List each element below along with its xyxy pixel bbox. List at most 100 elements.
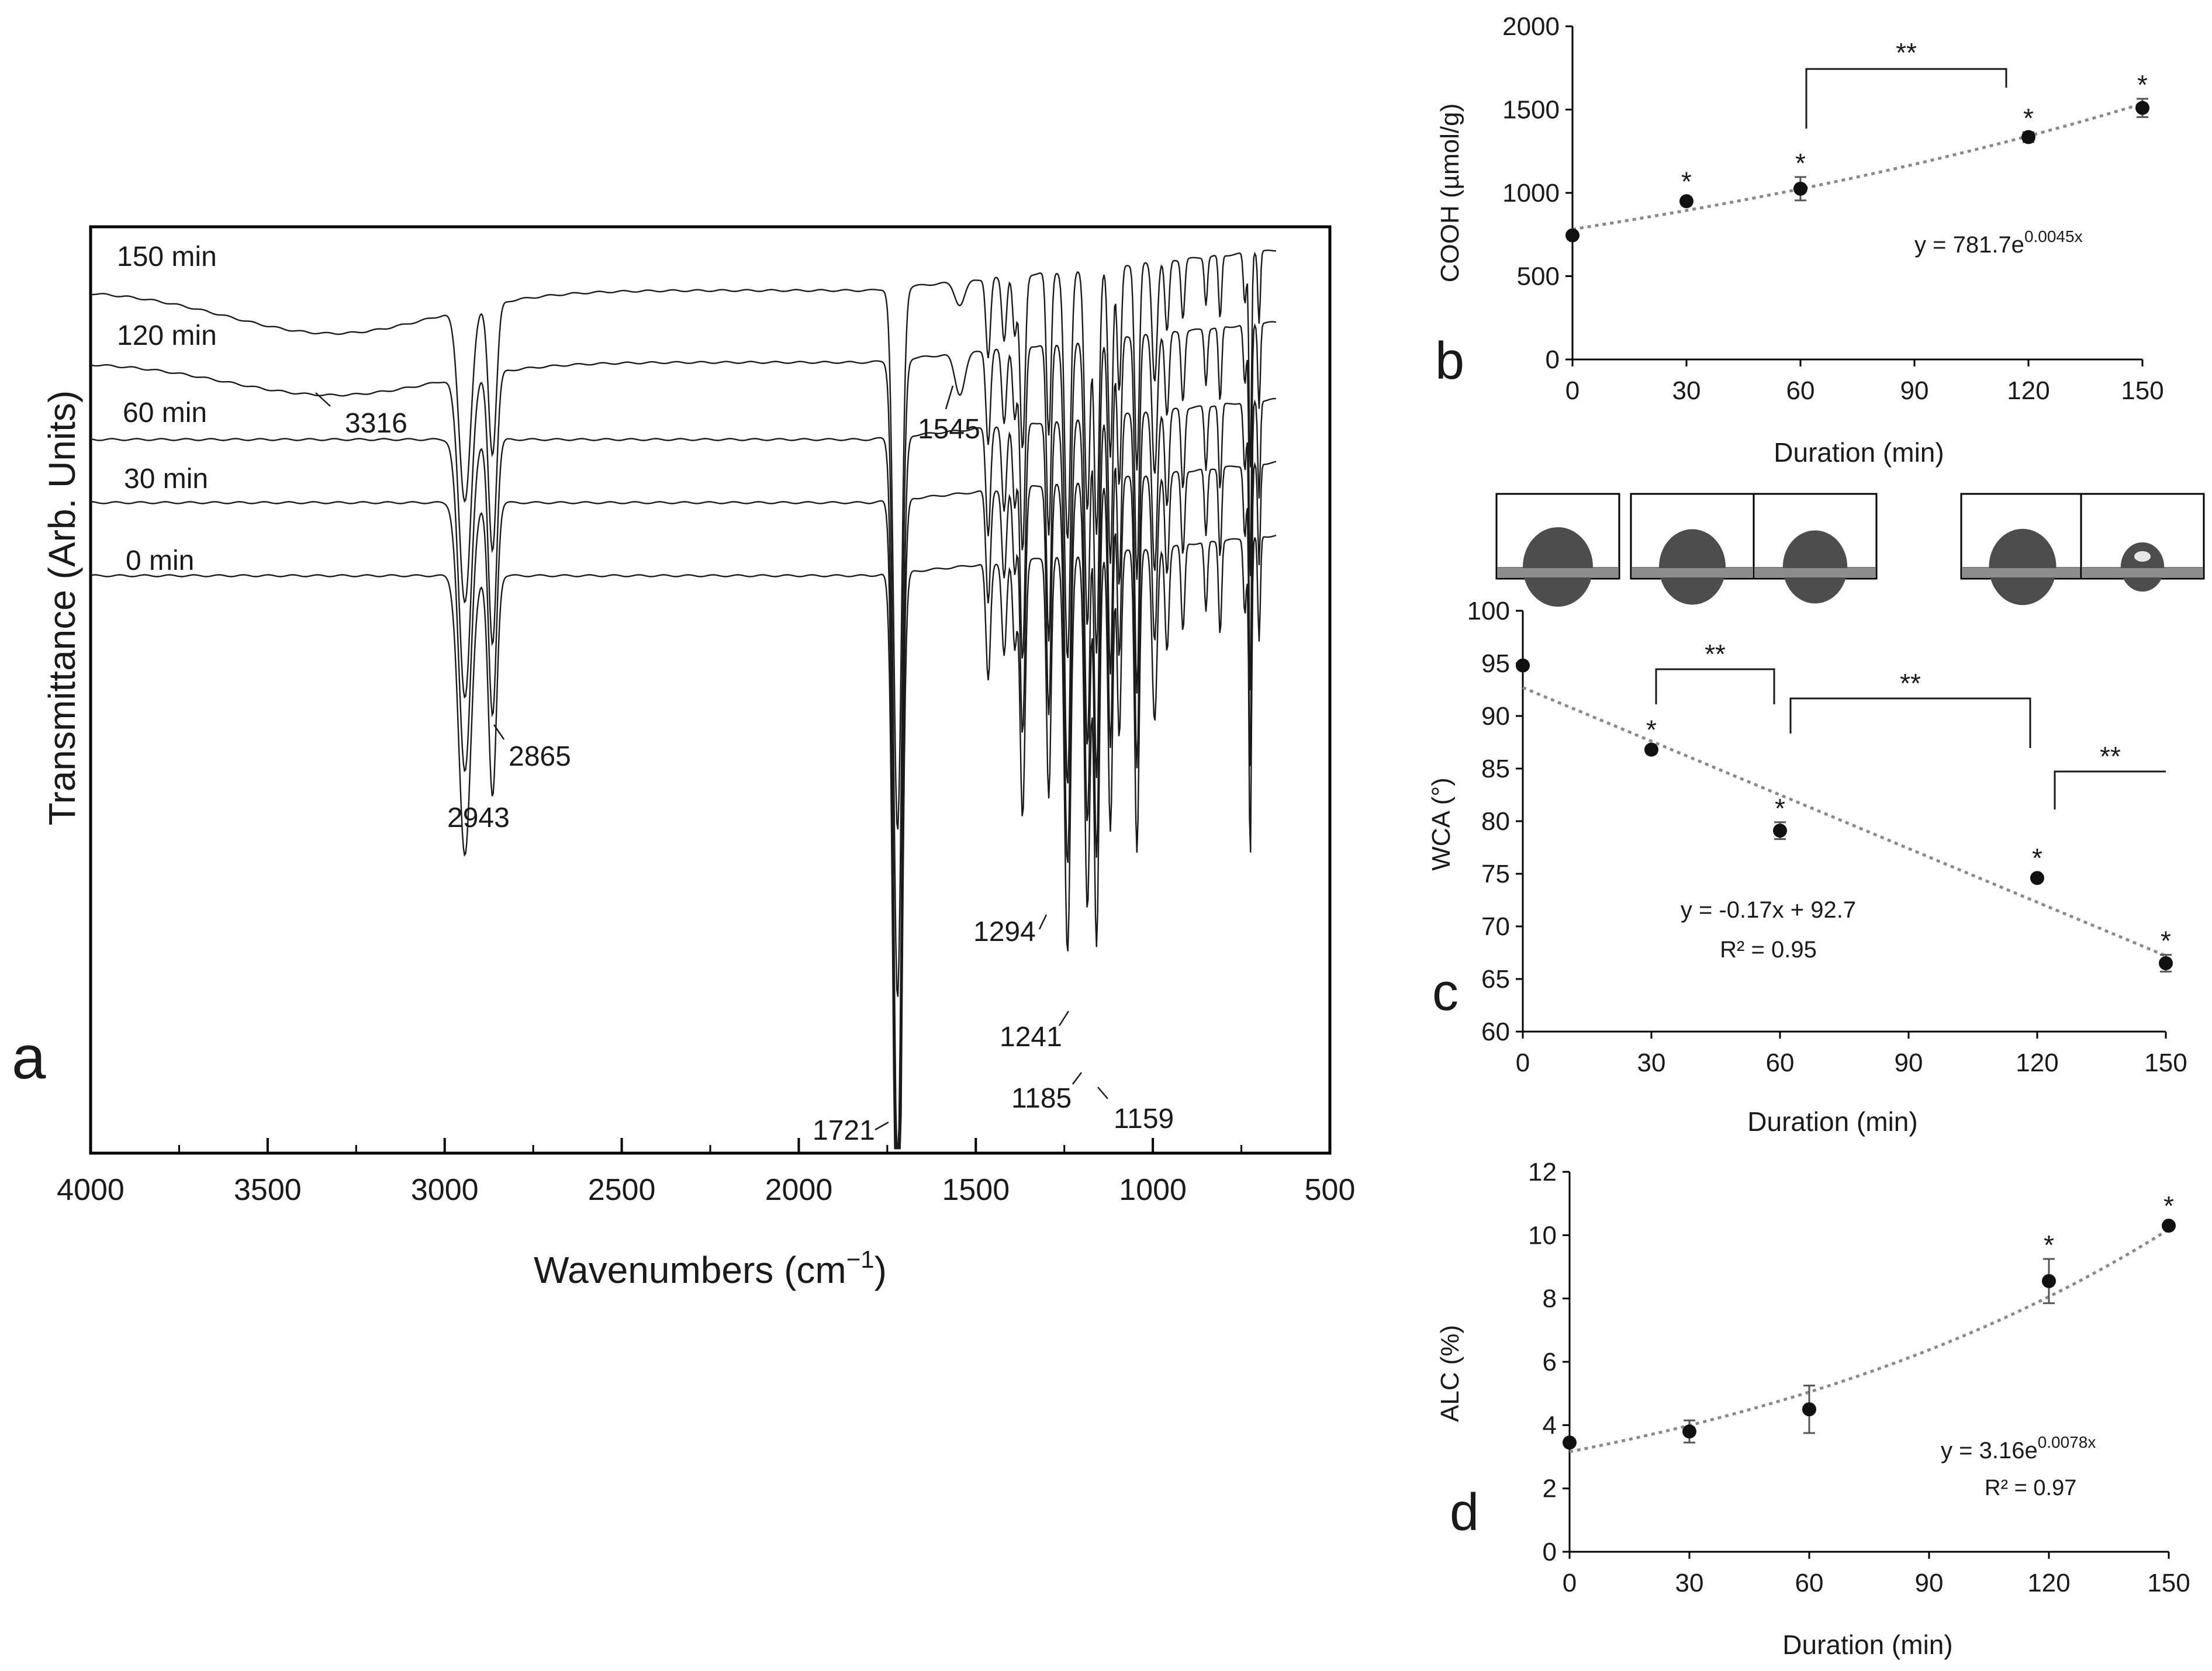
c-y-tick-label: 65 [1481, 965, 1510, 994]
droplet-glint [2134, 551, 2151, 562]
b-y-tick-label: 500 [1517, 262, 1560, 291]
c-y-tick-label: 100 [1467, 597, 1510, 625]
cooh-equation: y = 781.7e0.0045x [1914, 227, 2083, 258]
c-fit-line [1522, 686, 2166, 957]
ftir-series-label: 30 min [124, 463, 208, 494]
b-x-tick-label: 120 [2007, 376, 2049, 405]
ftir-x-axis-label: Wavenumbers (cm−1) [534, 1246, 887, 1291]
droplet-photo [1495, 493, 1620, 607]
ftir-spectrum-line [90, 534, 1277, 1150]
c-data-point [2159, 956, 2173, 970]
c-significance-star: * [2032, 843, 2042, 873]
alc-trendline [1569, 1228, 2170, 1454]
cooh-data-points: * * * * [1565, 70, 2149, 243]
wca-significance-brackets: ** ** ** [1655, 639, 2166, 809]
b-x-tick-label: 0 [1565, 376, 1579, 405]
b-y-tick-label: 1000 [1502, 179, 1560, 207]
d-significance-star: * [2163, 1191, 2174, 1221]
b-significance-star: * [1795, 148, 1806, 178]
b-data-point [1793, 181, 1807, 196]
ftir-peak-label: 1159 [1114, 1103, 1174, 1134]
panel-letter-c: c [1432, 963, 1458, 1022]
c-data-point [1773, 824, 1787, 838]
ftir-spectrum-line [91, 461, 1277, 1150]
droplet-substrate-front [1962, 568, 2083, 577]
droplet-substrate-front [1498, 568, 1618, 577]
b-data-point [1565, 228, 1579, 243]
b-x-tick-label: 60 [1786, 376, 1815, 405]
ftir-x-tick-labels: 4000 3500 3000 2500 2000 1500 1000 500 [57, 1173, 1355, 1207]
c-y-tick-label: 80 [1481, 807, 1510, 836]
c-bracket-label: ** [2100, 741, 2121, 772]
ftir-peak-leader [493, 724, 505, 740]
c-y-tick-label: 70 [1481, 912, 1510, 941]
c-bracket [2054, 770, 2166, 809]
c-bracket [1655, 668, 1775, 704]
b-bracket [1805, 68, 2007, 129]
b-y-tick-label: 0 [1546, 345, 1560, 374]
droplet-shape [1523, 527, 1593, 607]
ftir-x-tick-label: 3500 [234, 1173, 302, 1207]
ftir-x-ticks [89, 1138, 1331, 1153]
ftir-spectrum-line [90, 321, 1277, 997]
c-significance-star: * [1646, 715, 1657, 745]
ftir-x-tick-label: 1000 [1119, 1173, 1187, 1207]
ftir-x-tick-label: 2000 [765, 1173, 833, 1207]
cooh-y-axis-label: COOH (µmol/g) [1436, 103, 1464, 282]
c-x-tick-label: 90 [1895, 1049, 1923, 1077]
d-y-tick-label: 4 [1543, 1411, 1557, 1440]
c-bracket [1789, 697, 2031, 748]
c-x-tick-label: 150 [2144, 1049, 2187, 1077]
b-data-point [2021, 130, 2035, 144]
droplet-shape [1782, 530, 1848, 604]
d-data-point [2162, 1219, 2176, 1233]
ftir-series-label: 120 min [117, 320, 217, 351]
ftir-peak-label: 3316 [345, 408, 407, 439]
droplet-shape [1659, 529, 1726, 605]
ftir-peak-label: 1241 [1000, 1022, 1062, 1053]
d-x-tick-label: 0 [1563, 1569, 1577, 1597]
ftir-panel: 4000 3500 3000 2500 2000 1500 1000 500 150 min1… [12, 225, 1355, 1291]
b-x-tick-label: 90 [1900, 376, 1929, 405]
ftir-spectrum-line [90, 397, 1276, 1150]
ftir-peak-label: 1185 [1011, 1083, 1072, 1114]
d-x-tick-label: 150 [2147, 1569, 2190, 1597]
cooh-x-axis-label: Duration (min) [1774, 437, 1944, 468]
wca-trendline [1522, 686, 2166, 957]
d-data-point [2042, 1274, 2056, 1288]
b-data-point [2135, 101, 2149, 115]
alc-data-points: ** [1563, 1191, 2176, 1450]
b-y-tick-label: 1500 [1502, 96, 1560, 124]
ftir-x-tick-label: 1500 [942, 1173, 1010, 1207]
d-x-tick-label: 120 [2027, 1569, 2070, 1597]
c-data-point [1644, 742, 1658, 757]
d-significance-star: * [2044, 1230, 2054, 1260]
d-data-point [1802, 1402, 1816, 1417]
ftir-y-axis-label: Transmittance (Arb. Units) [41, 390, 83, 825]
ftir-spectra [90, 250, 1277, 1150]
droplet-photo [1753, 493, 1878, 604]
ftir-peak-leader [315, 392, 331, 407]
ftir-peak-label: 1294 [973, 916, 1036, 947]
cooh-trendline [1572, 102, 2143, 231]
wca-x-axis-label: Duration (min) [1747, 1106, 1917, 1137]
ftir-x-tick-label: 3000 [411, 1173, 479, 1207]
panel-letter-a: a [12, 1023, 46, 1092]
c-significance-star: * [2161, 926, 2171, 956]
b-bracket-label: ** [1896, 37, 1917, 68]
cooh-significance-brackets: ** [1805, 37, 2007, 129]
ftir-peak-leader [1038, 914, 1048, 930]
panel-letter-d: d [1450, 1483, 1479, 1542]
alc-r-squared: R² = 0.97 [1985, 1476, 2076, 1500]
cooh-axes: 0 500 1000 1500 2000 0 30 60 90 120 150 [1502, 12, 2164, 405]
b-x-tick-label: 150 [2121, 376, 2163, 405]
alc-y-axis-label: ALC (%) [1436, 1325, 1464, 1422]
ftir-x-tick-label: 500 [1305, 1173, 1356, 1207]
c-significance-star: * [1775, 793, 1785, 824]
ftir-peak-leader [1058, 1011, 1070, 1026]
c-x-tick-label: 60 [1766, 1049, 1795, 1077]
d-x-tick-label: 30 [1675, 1569, 1704, 1597]
droplet-shape [2120, 542, 2165, 592]
